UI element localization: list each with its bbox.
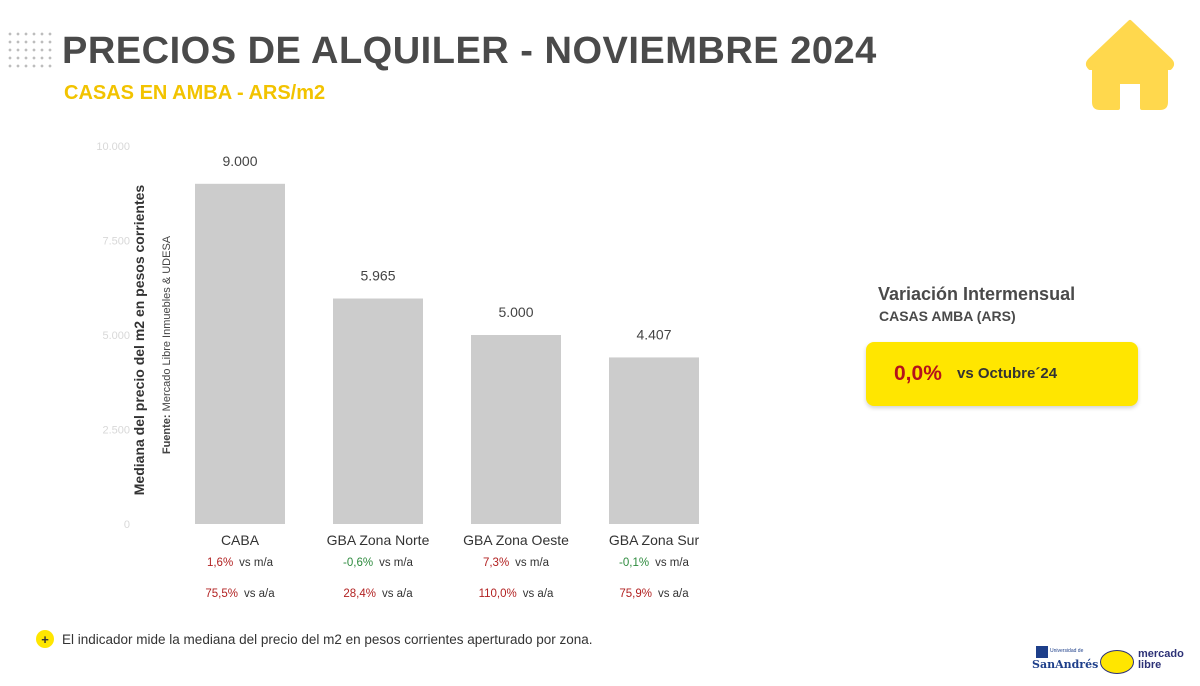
footnote: + El indicador mide la mediana del preci…	[36, 630, 593, 648]
stat-aa: 75,9% vs a/a	[619, 588, 688, 600]
y-tick-label: 7.500	[102, 236, 130, 248]
stat-mm-value: 1,6%	[206, 557, 234, 569]
y-tick-label: 0	[124, 519, 130, 531]
udesa-logo-top: Universidad de	[1050, 648, 1084, 654]
stat-mm: 7,3% vs m/a	[483, 557, 549, 569]
bar	[471, 335, 561, 524]
plus-badge-icon: +	[36, 630, 54, 648]
bar	[195, 183, 285, 525]
x-tick-label: GBA Zona Sur	[609, 532, 700, 548]
stat-aa-label: vs a/a	[657, 588, 689, 600]
stat-mm: 1,6% vs m/a	[207, 557, 273, 569]
bar	[333, 298, 423, 524]
page-subtitle: CASAS EN AMBA - ARS/m2	[64, 82, 326, 104]
stat-mm: -0,1% vs m/a	[619, 557, 689, 569]
stat-aa-value: 75,9%	[619, 588, 652, 600]
mercado-libre-logo: mercado libre	[1100, 646, 1184, 676]
stat-aa-label: vs a/a	[243, 588, 275, 600]
stat-aa: 110,0% vs a/a	[479, 588, 554, 600]
stat-mm-label: vs m/a	[515, 557, 550, 569]
stat-mm: -0,6% vs m/a	[343, 557, 413, 569]
stat-mm-value: -0,6%	[343, 557, 374, 569]
x-tick-label: GBA Zona Norte	[327, 532, 430, 548]
decorative-dot-grid	[6, 30, 52, 70]
variation-subtitle: CASAS AMBA (ARS)	[879, 308, 1016, 324]
x-tick-label: CABA	[221, 532, 260, 548]
variation-text: vs Octubre´24	[957, 365, 1058, 382]
udesa-logo: Universidad de SanAndrés	[1030, 646, 1098, 674]
stat-aa-value: 75,5%	[205, 588, 238, 600]
x-tick-label: GBA Zona Oeste	[463, 532, 569, 548]
y-tick-label: 5.000	[102, 330, 130, 342]
page-title: PRECIOS DE ALQUILER - NOVIEMBRE 2024	[62, 30, 877, 72]
udesa-logo-name: SanAndrés	[1032, 658, 1099, 671]
stat-aa-label: vs a/a	[522, 588, 554, 600]
stat-mm-label: vs m/a	[655, 557, 689, 569]
stat-aa: 28,4% vs a/a	[343, 588, 412, 600]
stat-mm-label: vs m/a	[239, 557, 274, 569]
variation-title: Variación Intermensual	[878, 284, 1076, 304]
bar-value-label: 5.965	[360, 268, 395, 284]
bar-value-label: 5.000	[498, 304, 533, 320]
stat-mm-label: vs m/a	[379, 557, 413, 569]
bar-value-label: 4.407	[636, 326, 671, 342]
variation-value: 0,0%	[894, 362, 942, 385]
bar	[609, 357, 699, 524]
y-tick-label: 2.500	[102, 425, 130, 437]
house-icon	[1086, 20, 1174, 110]
bar-chart: 0 2.500 5.000 7.500 10.000 9.000 CABA 5.965 GBA …	[96, 141, 700, 548]
variation-box: 0,0% vs Octubre´24	[866, 342, 1138, 406]
stat-mm-value: -0,1%	[619, 557, 650, 569]
ml-logo-line2: libre	[1138, 659, 1162, 671]
stat-aa: 75,5% vs a/a	[205, 588, 274, 600]
y-tick-label: 10.000	[96, 141, 130, 153]
stat-aa-label: vs a/a	[381, 588, 413, 600]
stat-aa-value: 28,4%	[343, 588, 376, 600]
footnote-text: El indicador mide la mediana del precio …	[62, 631, 593, 647]
stat-aa-value: 110,0%	[478, 588, 517, 600]
bar-value-label: 9.000	[222, 153, 257, 169]
stat-mm-value: 7,3%	[482, 557, 510, 569]
ml-logo-line1: mercado	[1138, 648, 1184, 660]
udesa-crest-icon	[1036, 646, 1048, 658]
handshake-icon	[1100, 650, 1134, 674]
